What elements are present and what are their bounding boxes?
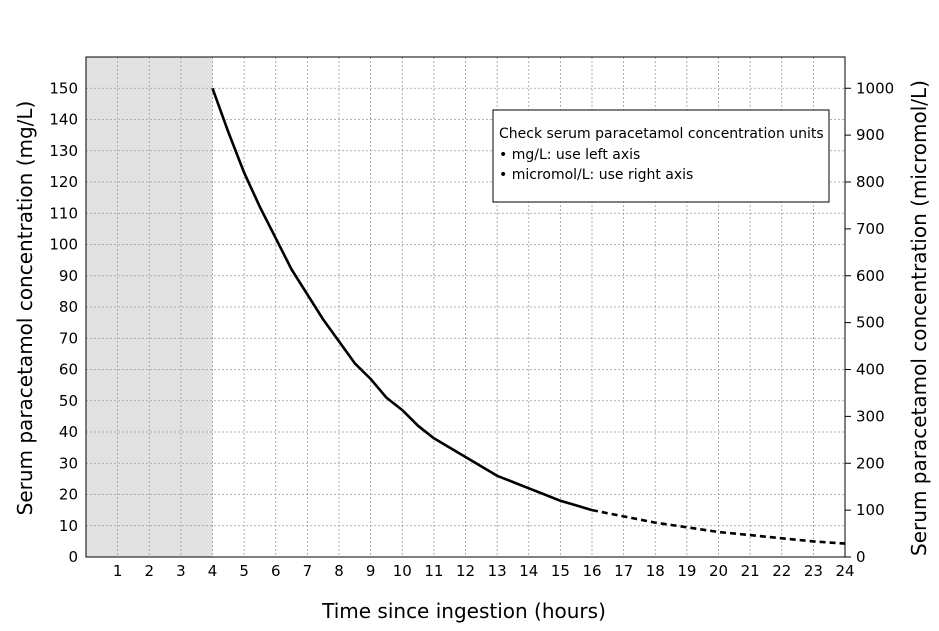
x-tick-label: 4 [208, 562, 218, 580]
y-right-tick-label: 600 [856, 267, 885, 285]
x-tick-label: 6 [271, 562, 281, 580]
series-line-solid [211, 87, 593, 512]
x-tick-label: 13 [488, 562, 507, 580]
data-lines [211, 87, 846, 545]
series-line-dashed [591, 508, 846, 545]
y-right-tick-label: 800 [856, 173, 885, 191]
y-left-tick-label: 130 [49, 142, 78, 160]
y-left-tick-label: 40 [59, 423, 78, 441]
x-tick-label: 21 [741, 562, 760, 580]
x-tick-label: 8 [334, 562, 344, 580]
y-axis-left-ticks: 0 10 20 30 40 50 60 70 80 90 100 110 120 130 140 150 [49, 79, 78, 566]
y-right-tick-label: 200 [856, 454, 885, 472]
y-right-tick-label: 700 [856, 220, 885, 238]
note-line-left: • mg/L: use left axis [499, 147, 640, 163]
note-box-frame [492, 109, 830, 203]
y-left-tick-label: 0 [68, 548, 78, 566]
y-right-tick-label: 400 [856, 361, 885, 379]
x-tick-label: 5 [239, 562, 249, 580]
y-right-tick-label: 0 [856, 548, 866, 566]
y-left-tick-label: 60 [59, 361, 78, 379]
y-left-tick-label: 120 [49, 173, 78, 191]
x-axis-title: Time since ingestion (hours) [321, 599, 606, 623]
y-right-tick-label: 100 [856, 501, 885, 519]
x-tick-label: 24 [835, 562, 854, 580]
x-tick-label: 20 [709, 562, 728, 580]
x-tick-label: 2 [144, 562, 154, 580]
y-left-tick-label: 90 [59, 267, 78, 285]
x-tick-label: 14 [519, 562, 538, 580]
y-axis-left-title: Serum paracetamol concentration (mg/L) [13, 101, 37, 516]
y-right-tick-label: 900 [856, 126, 885, 144]
y-left-tick-label: 70 [59, 329, 78, 347]
note-title: Check serum paracetamol concentration un… [499, 126, 824, 142]
x-tick-label: 15 [551, 562, 570, 580]
x-tick-label: 7 [303, 562, 313, 580]
y-right-tick-label: 500 [856, 314, 885, 332]
x-tick-label: 12 [456, 562, 475, 580]
y-left-tick-label: 140 [49, 111, 78, 129]
y-right-tick-label: 300 [856, 407, 885, 425]
plot-frame [85, 56, 846, 558]
x-axis-ticks: 1 2 3 4 5 6 7 8 9 10 11 12 13 14 15 16 17 18 19 20 21 22 23 24 [113, 562, 855, 580]
y-right-tick-label: 1000 [856, 79, 894, 97]
y-left-tick-label: 20 [59, 486, 78, 504]
units-note-box: Check serum paracetamol concentration un… [492, 109, 830, 203]
x-tick-label: 16 [582, 562, 601, 580]
note-line-right: • micromol/L: use right axis [499, 167, 693, 183]
x-tick-label: 23 [804, 562, 823, 580]
y-left-tick-label: 10 [59, 517, 78, 535]
y-left-tick-label: 150 [49, 79, 78, 97]
x-tick-label: 17 [614, 562, 633, 580]
y-axis-right-title: Serum paracetamol concentration (micromo… [907, 80, 931, 556]
y-left-tick-label: 30 [59, 454, 78, 472]
x-tick-label: 18 [646, 562, 665, 580]
x-tick-label: 3 [176, 562, 186, 580]
x-tick-label: 1 [113, 562, 123, 580]
y-axis-right-ticks: 0 100 200 300 400 500 600 700 800 900 1000 [845, 79, 894, 566]
y-left-tick-label: 80 [59, 298, 78, 316]
y-left-tick-label: 100 [49, 236, 78, 254]
x-tick-label: 10 [393, 562, 412, 580]
y-left-tick-label: 110 [49, 204, 78, 222]
x-tick-label: 19 [677, 562, 696, 580]
x-tick-label: 22 [772, 562, 791, 580]
x-tick-label: 9 [366, 562, 376, 580]
y-left-tick-label: 50 [59, 392, 78, 410]
x-tick-label: 11 [424, 562, 443, 580]
